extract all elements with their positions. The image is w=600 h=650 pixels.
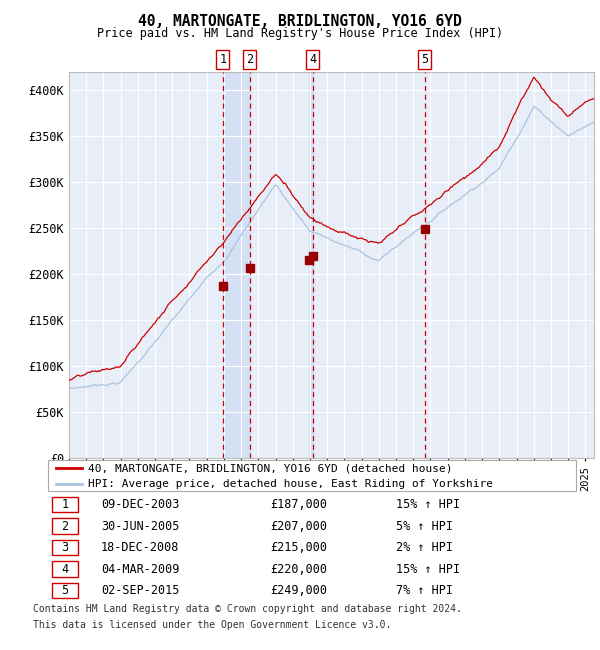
Text: 2: 2: [246, 53, 253, 66]
FancyBboxPatch shape: [48, 460, 576, 491]
Text: 15% ↑ HPI: 15% ↑ HPI: [397, 563, 461, 576]
Text: 30-JUN-2005: 30-JUN-2005: [101, 520, 179, 533]
Text: 40, MARTONGATE, BRIDLINGTON, YO16 6YD (detached house): 40, MARTONGATE, BRIDLINGTON, YO16 6YD (d…: [88, 463, 452, 473]
Text: 2% ↑ HPI: 2% ↑ HPI: [397, 541, 454, 554]
Text: 5: 5: [61, 584, 68, 597]
FancyBboxPatch shape: [52, 497, 77, 512]
Text: 1: 1: [61, 498, 68, 511]
FancyBboxPatch shape: [52, 562, 77, 577]
Text: £215,000: £215,000: [270, 541, 327, 554]
Text: £220,000: £220,000: [270, 563, 327, 576]
Text: 3: 3: [61, 541, 68, 554]
Text: 09-DEC-2003: 09-DEC-2003: [101, 498, 179, 511]
Text: HPI: Average price, detached house, East Riding of Yorkshire: HPI: Average price, detached house, East…: [88, 478, 493, 489]
Bar: [223, 72, 250, 458]
Text: 04-MAR-2009: 04-MAR-2009: [101, 563, 179, 576]
Text: 5% ↑ HPI: 5% ↑ HPI: [397, 520, 454, 533]
Bar: [309, 72, 313, 458]
Text: £207,000: £207,000: [270, 520, 327, 533]
Text: 02-SEP-2015: 02-SEP-2015: [101, 584, 179, 597]
Text: 40, MARTONGATE, BRIDLINGTON, YO16 6YD: 40, MARTONGATE, BRIDLINGTON, YO16 6YD: [138, 14, 462, 29]
Text: £249,000: £249,000: [270, 584, 327, 597]
FancyBboxPatch shape: [52, 519, 77, 534]
Text: 4: 4: [310, 53, 316, 66]
FancyBboxPatch shape: [52, 583, 77, 598]
Text: Contains HM Land Registry data © Crown copyright and database right 2024.: Contains HM Land Registry data © Crown c…: [33, 604, 462, 614]
Text: 18-DEC-2008: 18-DEC-2008: [101, 541, 179, 554]
Text: 4: 4: [61, 563, 68, 576]
Text: 7% ↑ HPI: 7% ↑ HPI: [397, 584, 454, 597]
Text: 2: 2: [61, 520, 68, 533]
Text: This data is licensed under the Open Government Licence v3.0.: This data is licensed under the Open Gov…: [33, 620, 391, 630]
Text: £187,000: £187,000: [270, 498, 327, 511]
Text: 5: 5: [421, 53, 428, 66]
FancyBboxPatch shape: [52, 540, 77, 555]
Text: 15% ↑ HPI: 15% ↑ HPI: [397, 498, 461, 511]
Text: 1: 1: [220, 53, 226, 66]
Text: Price paid vs. HM Land Registry's House Price Index (HPI): Price paid vs. HM Land Registry's House …: [97, 27, 503, 40]
